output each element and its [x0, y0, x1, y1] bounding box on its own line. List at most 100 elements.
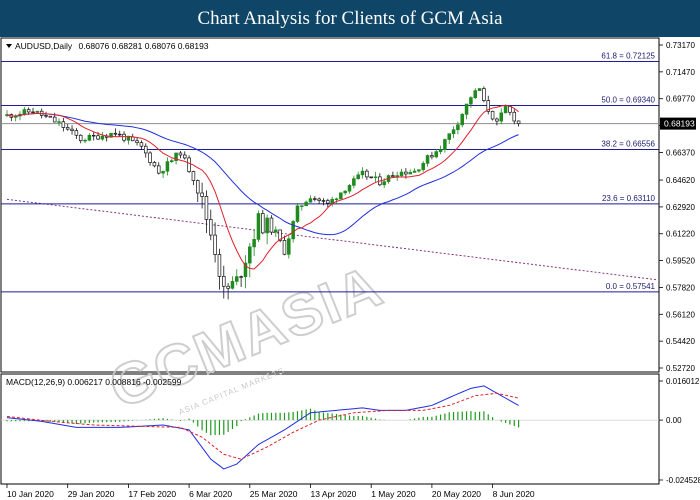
candle-body	[52, 116, 57, 123]
candle-body	[209, 219, 213, 236]
price-panel-frame	[0, 37, 660, 373]
candle-body	[382, 181, 386, 186]
candle-body	[243, 262, 248, 278]
current-price-label: 0.68193	[664, 119, 695, 129]
candle-body	[278, 229, 282, 241]
candle-body	[217, 254, 222, 277]
candle-body	[304, 201, 308, 207]
candle-body	[26, 109, 31, 113]
candle-body	[373, 176, 378, 179]
candle-body	[152, 162, 157, 167]
fib-label-0.0: 0.0 = 0.57541	[606, 282, 656, 291]
candle-body	[334, 198, 339, 201]
candle-body	[330, 198, 334, 204]
candle-body	[490, 110, 495, 120]
dotted-trendline	[6, 198, 658, 281]
candle-body	[248, 246, 252, 264]
fib-label-38.2: 38.2 = 0.66556	[601, 139, 655, 148]
candle-body	[516, 120, 521, 124]
candle-body	[182, 154, 187, 159]
candle-body	[395, 175, 399, 177]
candle-body	[356, 174, 360, 180]
candle-body	[122, 133, 126, 141]
candle-body	[391, 175, 395, 177]
price-tick-label: 0.57820	[666, 283, 695, 292]
candle-body	[265, 217, 269, 234]
candle-body	[148, 152, 152, 163]
candle-body	[460, 113, 464, 126]
candle-body	[404, 171, 408, 175]
candle-body	[22, 109, 27, 115]
candle-body	[456, 124, 460, 131]
candle-body	[326, 200, 330, 204]
macd-tick-label: 0.016012	[666, 377, 700, 386]
price-tick-label: 0.73170	[666, 41, 695, 50]
candle-body	[169, 160, 174, 162]
candle-body	[31, 111, 35, 114]
macd-tick-label: 0.00	[666, 416, 682, 425]
macd-tick-label: -0.024528	[666, 476, 700, 485]
candle-body	[252, 239, 256, 248]
candle-body	[235, 276, 239, 282]
candle-body	[239, 276, 243, 278]
date-tick-label: 25 Mar 2020	[250, 489, 298, 499]
date-tick-label: 10 Jan 2020	[7, 489, 54, 499]
candle-body	[213, 234, 217, 255]
candle-body	[57, 121, 61, 123]
candle-body	[187, 157, 191, 172]
price-tick-label: 0.71470	[666, 68, 695, 77]
candle-body	[300, 205, 304, 207]
current-price-badge	[660, 117, 696, 130]
candle-body	[447, 133, 451, 140]
candle-body	[178, 152, 183, 156]
price-tick-label: 0.61220	[666, 230, 695, 239]
candle-body	[421, 162, 425, 171]
candle-body	[343, 190, 347, 194]
candle-body	[430, 155, 434, 158]
price-tick-label: 0.69770	[666, 95, 695, 104]
candle-body	[230, 281, 235, 289]
candle-body	[365, 170, 369, 178]
candle-body	[65, 127, 70, 130]
price-tick-label: 0.64620	[666, 176, 695, 185]
candle-body	[482, 88, 486, 101]
macd-line	[6, 385, 519, 470]
candle-body	[126, 136, 131, 141]
candle-body	[291, 221, 295, 240]
candle-body	[369, 176, 373, 179]
price-tick-label: 0.59520	[666, 257, 695, 266]
candle-body	[100, 135, 105, 140]
candle-body	[165, 161, 170, 172]
date-tick-label: 17 Feb 2020	[128, 489, 176, 499]
candle-body	[135, 140, 139, 143]
moving-average-slow	[6, 112, 519, 236]
candle-body	[408, 172, 412, 175]
date-tick-label: 1 May 2020	[371, 489, 416, 499]
candle-body	[443, 139, 447, 151]
candle-body	[412, 170, 417, 173]
candle-body	[399, 171, 404, 176]
price-tick-label: 0.56120	[666, 310, 695, 319]
date-tick-label: 13 Apr 2020	[310, 489, 356, 499]
candle-body	[503, 106, 508, 114]
candle-body	[61, 121, 66, 128]
candle-body	[317, 198, 321, 201]
candle-body	[347, 184, 352, 192]
watermark-text: GCMASIA	[101, 253, 392, 421]
candle-body	[200, 192, 204, 197]
candle-body	[269, 217, 274, 233]
candle-body	[256, 213, 261, 240]
dropdown-triangle-icon[interactable]	[6, 44, 12, 48]
candle-body	[295, 205, 300, 222]
candle-body	[113, 132, 118, 135]
fib-label-23.6: 23.6 = 0.63110	[602, 194, 656, 203]
candle-body	[313, 198, 317, 200]
svg-text:AUDUSD,Daily 0.68076 0.682: AUDUSD,Daily 0.68076 0.68281 0.68076 0.6…	[15, 41, 209, 51]
candle-body	[308, 198, 313, 203]
candle-body	[44, 115, 48, 117]
candle-body	[96, 135, 100, 140]
candle-body	[109, 132, 113, 138]
candle-body	[261, 213, 265, 234]
